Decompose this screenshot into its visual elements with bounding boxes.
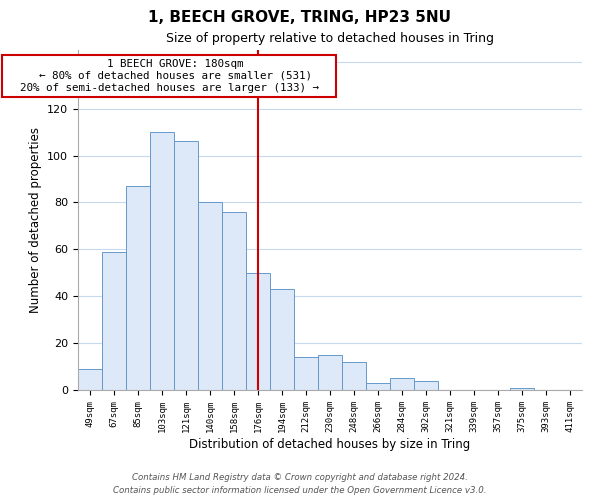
Bar <box>414 380 438 390</box>
Text: 1, BEECH GROVE, TRING, HP23 5NU: 1, BEECH GROVE, TRING, HP23 5NU <box>149 10 452 25</box>
Y-axis label: Number of detached properties: Number of detached properties <box>29 127 41 313</box>
Bar <box>246 273 270 390</box>
Bar <box>78 369 102 390</box>
Bar <box>198 202 222 390</box>
Bar <box>174 142 198 390</box>
X-axis label: Distribution of detached houses by size in Tring: Distribution of detached houses by size … <box>190 438 470 450</box>
Bar <box>366 383 390 390</box>
Bar <box>294 357 318 390</box>
Bar <box>510 388 534 390</box>
Text: Contains HM Land Registry data © Crown copyright and database right 2024.
Contai: Contains HM Land Registry data © Crown c… <box>113 473 487 495</box>
Bar <box>270 289 294 390</box>
Text: 1 BEECH GROVE: 180sqm
  ← 80% of detached houses are smaller (531)
  20% of semi: 1 BEECH GROVE: 180sqm ← 80% of detached … <box>7 60 332 92</box>
Bar <box>150 132 174 390</box>
Title: Size of property relative to detached houses in Tring: Size of property relative to detached ho… <box>166 32 494 44</box>
Bar <box>102 252 126 390</box>
Bar <box>126 186 150 390</box>
Bar <box>222 212 246 390</box>
Bar <box>318 355 342 390</box>
Bar <box>390 378 414 390</box>
Bar <box>342 362 366 390</box>
